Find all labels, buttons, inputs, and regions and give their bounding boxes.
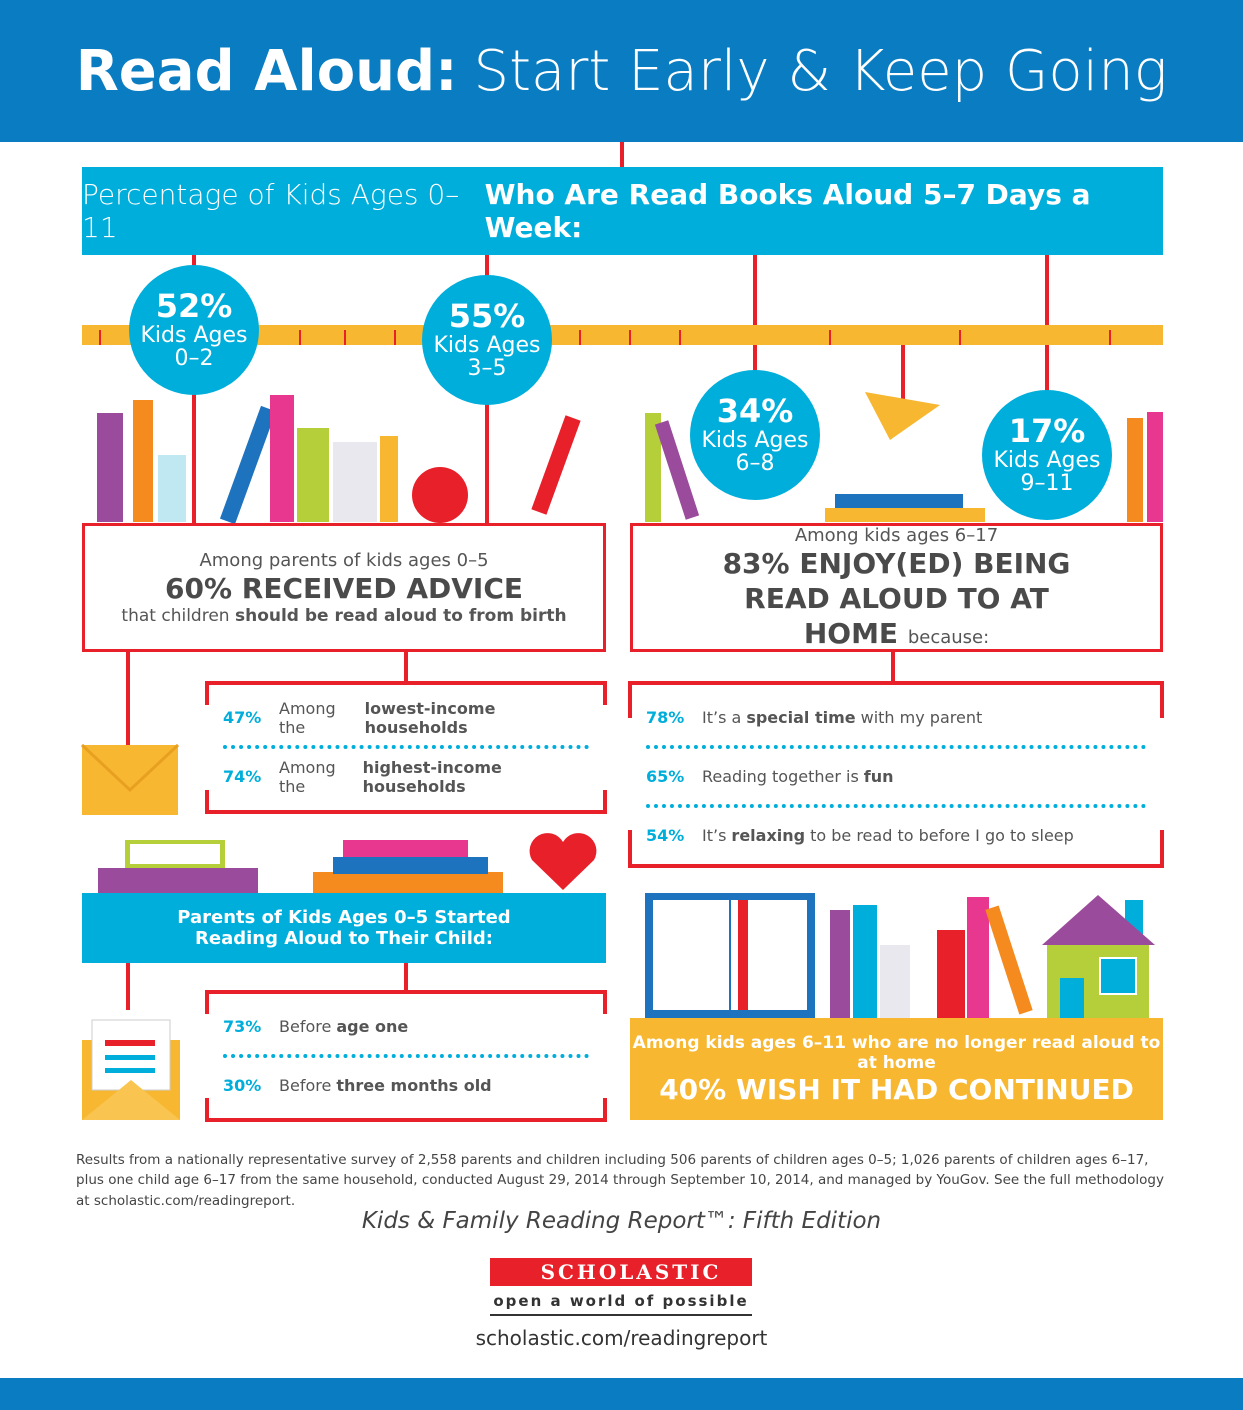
- enjoy-intro: Among kids ages 6–17: [794, 524, 999, 546]
- detail-bold: should be read aloud to from birth: [234, 605, 567, 626]
- age-label: Kids Ages: [993, 447, 1101, 473]
- item-text: age one: [336, 1017, 409, 1036]
- advice-intro: Among parents of kids ages 0–5: [199, 549, 489, 571]
- item-text: Among the: [279, 757, 336, 796]
- list-item: 78% It’s a special time with my parent: [646, 690, 1146, 749]
- title-light: Start Early & Keep Going: [473, 38, 1168, 104]
- age-circle: 55% Kids Ages 3–5: [422, 275, 552, 405]
- item-percent: 30%: [223, 1076, 262, 1095]
- header: Read Aloud: Start Early & Keep Going: [0, 0, 1243, 142]
- age-range: 6–8: [735, 450, 775, 476]
- footer-bar: [0, 1378, 1243, 1410]
- advice-box: Among parents of kids ages 0–5 60% RECEI…: [82, 523, 606, 652]
- advice-headline: 60% RECEIVED ADVICE: [164, 571, 523, 605]
- list-item: 30% Before three months old: [223, 1058, 589, 1113]
- item-text: highest-income households: [362, 757, 502, 796]
- advice-detail: that children should be read aloud to fr…: [85, 606, 603, 626]
- item-text: relaxing: [731, 826, 806, 845]
- age-percent: 52%: [155, 287, 233, 326]
- item-text: three months old: [336, 1076, 492, 1095]
- age-circle: 34% Kids Ages 6–8: [690, 370, 820, 500]
- enjoy-box: Among kids ages 6–17 83% ENJOY(ED) BEING…: [630, 523, 1163, 652]
- item-text: lowest-income households: [364, 698, 496, 737]
- wish-box: Among kids ages 6–11 who are no longer r…: [630, 1018, 1163, 1120]
- item-percent: 73%: [223, 1017, 262, 1036]
- enjoy-tail: because:: [907, 626, 990, 648]
- logo-brand: SCHOLASTIC: [490, 1258, 752, 1286]
- age-percent: 34%: [716, 392, 794, 431]
- age-circle: 52% Kids Ages 0–2: [129, 265, 259, 395]
- list-item: 73% Before age one: [223, 999, 589, 1058]
- enjoy-headline: 83% ENJOY(ED) BEING READ ALOUD TO AT HOM…: [693, 546, 1100, 651]
- age-range: 0–2: [174, 345, 214, 371]
- banner-bold: Who Are Read Books Aloud 5–7 Days a Week…: [484, 178, 1091, 244]
- item-percent: 78%: [646, 708, 685, 727]
- age-range: 9–11: [1020, 470, 1074, 496]
- title-bold: Read Aloud:: [75, 38, 458, 104]
- age-label: Kids Ages: [433, 332, 541, 358]
- age-circle: 17% Kids Ages 9–11: [982, 390, 1112, 520]
- detail-light: that children: [121, 605, 230, 626]
- list-item: 54% It’s relaxing to be read to before I go…: [646, 808, 1146, 863]
- wish-intro: Among kids ages 6–11 who are no longer r…: [632, 1032, 1161, 1073]
- item-percent: 54%: [646, 826, 685, 845]
- age-percent: 55%: [448, 297, 526, 336]
- item-percent: 47%: [223, 708, 262, 727]
- item-text: It’s a: [702, 708, 742, 727]
- footnote: Results from a nationally representative…: [76, 1152, 1164, 1209]
- age-label: Kids Ages: [701, 427, 809, 453]
- item-text: Before: [279, 1017, 332, 1036]
- list-item: 74% Among the highest-income households: [223, 749, 589, 804]
- item-text: Among the: [279, 698, 336, 737]
- item-text: Before: [279, 1076, 332, 1095]
- age-percent: 17%: [1008, 412, 1086, 451]
- url: scholastic.com/readingreport: [475, 1326, 768, 1350]
- item-text: fun: [863, 767, 894, 786]
- item-text: It’s: [702, 826, 727, 845]
- item-text: with my parent: [860, 708, 983, 727]
- banner: Percentage of Kids Ages 0–11 Who Are Read…: [82, 167, 1163, 255]
- item-text: to be read to before I go to sleep: [810, 826, 1074, 845]
- reasons-list: 78% It’s a special time with my parent 65% Re…: [630, 690, 1162, 863]
- item-percent: 65%: [646, 767, 685, 786]
- age-range: 3–5: [467, 355, 507, 381]
- report-title: Kids & Family Reading Report™: Fifth Edi…: [361, 1208, 882, 1234]
- started-box: Parents of Kids Ages 0–5 Started Reading…: [82, 893, 606, 963]
- list-item: 47% Among the lowest-income households: [223, 690, 589, 749]
- age-label: Kids Ages: [140, 322, 248, 348]
- banner-light: Percentage of Kids Ages 0–11: [82, 178, 460, 244]
- wish-headline: 40% WISH IT HAD CONTINUED: [659, 1072, 1134, 1106]
- list-item: 65% Reading together is fun: [646, 749, 1146, 808]
- started-title: Parents of Kids Ages 0–5 Started Reading…: [177, 907, 511, 949]
- item-text: Reading together is: [702, 767, 859, 786]
- item-text: special time: [746, 708, 856, 727]
- advice-list: 47% Among the lowest-income households 74% A…: [207, 690, 605, 804]
- logo-tagline: open a world of possible: [490, 1292, 752, 1316]
- enjoy-headline-text: 83% ENJOY(ED) BEING READ ALOUD TO AT HOM…: [722, 546, 1071, 650]
- started-list: 73% Before age one 30% Before three months ol…: [207, 999, 605, 1113]
- item-percent: 74%: [223, 767, 262, 786]
